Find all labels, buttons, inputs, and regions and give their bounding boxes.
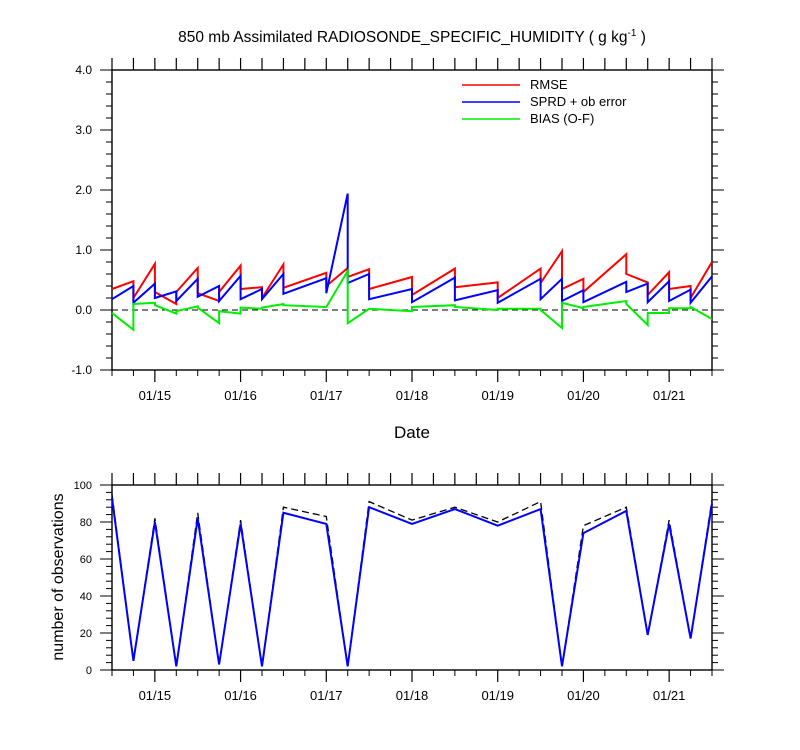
top-ytick-label: 3.0 (75, 123, 92, 137)
bottom-ytick-label: 60 (80, 554, 92, 566)
bottom-xtick-label: 01/20 (567, 688, 600, 703)
top-ytick-label: 2.0 (75, 183, 92, 197)
bottom-ytick-label: 100 (74, 480, 92, 492)
top-series-group (111, 193, 713, 332)
legend-label-bias: BIAS (O-F) (530, 111, 594, 126)
top-plot-frame (111, 69, 713, 371)
top-ytick-label: -1.0 (71, 363, 92, 377)
x-axis-label-date: Date (394, 423, 430, 442)
bottom-xtick-label: 01/16 (224, 688, 257, 703)
top-xtick-label: 01/21 (653, 388, 686, 403)
legend-label-sprd: SPRD + ob error (530, 94, 627, 109)
series-line-observations-possible (111, 494, 713, 667)
top-xtick-label: 01/20 (567, 388, 600, 403)
top-ytick-label: 0.0 (75, 303, 92, 317)
bottom-ytick-label: 80 (80, 517, 92, 529)
top-panel: -1.0 0.0 1.0 2.0 3.0 4.0 01/15 01/16 01/17 01/18 0… (71, 58, 724, 442)
series-line-bias-o-f (111, 267, 713, 332)
y-axis-label-observations: number of observations (50, 493, 67, 660)
bottom-panel: 0 20 40 60 80 100 01/15 01/16 01/17 01/18 01/19 01/… (50, 473, 724, 703)
bottom-ytick-label: 20 (80, 628, 92, 640)
top-xtick-label: 01/19 (481, 388, 514, 403)
top-ytick-label: 4.0 (75, 63, 92, 77)
top-xtick-label: 01/16 (224, 388, 257, 403)
legend: RMSE SPRD + ob error BIAS (O-F) (462, 77, 627, 126)
bottom-xtick-label: 01/19 (481, 688, 514, 703)
bottom-ytick-label: 40 (80, 591, 92, 603)
bottom-xtick-label: 01/17 (310, 688, 343, 703)
top-xtick-label: 01/18 (396, 388, 429, 403)
bottom-ytick-label: 0 (86, 665, 92, 677)
bottom-xtick-label: 01/21 (653, 688, 686, 703)
legend-label-rmse: RMSE (530, 77, 568, 92)
series-line-observations-used (111, 497, 713, 667)
series-line-sprd-ob-error (111, 193, 713, 306)
bottom-tick-marks: 0 20 40 60 80 100 01/15 01/16 01/17 01/18 01/19 01/… (74, 473, 724, 703)
bottom-xtick-label: 01/18 (396, 688, 429, 703)
bottom-series-group (111, 494, 713, 667)
top-xtick-label: 01/17 (310, 388, 343, 403)
top-xtick-label: 01/15 (139, 388, 172, 403)
top-ytick-label: 1.0 (75, 243, 92, 257)
top-tick-marks: -1.0 0.0 1.0 2.0 3.0 4.0 01/15 01/16 01/17 01/18 0… (71, 58, 724, 403)
bottom-xtick-label: 01/15 (139, 688, 172, 703)
chart-title: 850 mb Assimilated RADIOSONDE_SPECIFIC_H… (178, 28, 646, 46)
